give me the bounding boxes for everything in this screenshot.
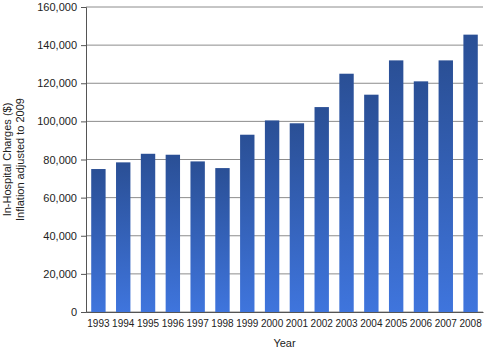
bar — [414, 81, 428, 312]
y-tick-mark — [81, 274, 86, 275]
x-tick-label: 2007 — [435, 318, 458, 329]
x-axis: 1993199419951996199719981999200020012002… — [87, 312, 484, 329]
y-tick-mark — [81, 236, 86, 237]
y-axis-title: In-Hospital Charges ($) — [1, 103, 13, 217]
bar — [116, 162, 130, 312]
bars — [91, 35, 478, 312]
bar — [265, 120, 279, 312]
y-tick: 60,000 — [43, 192, 86, 204]
y-tick-mark — [81, 160, 86, 161]
x-tick: 2002 — [311, 312, 334, 329]
y-tick: 140,000 — [37, 39, 86, 51]
x-tick: 1994 — [112, 312, 135, 329]
bar — [364, 95, 378, 312]
x-tick-label: 1993 — [87, 318, 110, 329]
x-tick-label: 1997 — [187, 318, 210, 329]
x-tick-label: 2005 — [385, 318, 408, 329]
x-tick: 2008 — [459, 312, 482, 329]
x-tick-label: 2000 — [261, 318, 284, 329]
grid-line — [86, 45, 483, 46]
x-tick: 2000 — [261, 312, 284, 329]
x-tick: 2007 — [435, 312, 458, 329]
x-tick: 1998 — [211, 312, 234, 329]
bar — [91, 169, 105, 312]
x-tick: 1995 — [137, 312, 160, 329]
x-tick-label: 1995 — [137, 318, 160, 329]
y-tick-mark — [81, 121, 86, 122]
y-tick: 80,000 — [43, 154, 86, 166]
x-axis-line — [87, 312, 484, 313]
y-tick: 120,000 — [37, 77, 86, 89]
x-tick-label: 1994 — [112, 318, 135, 329]
y-axis-line — [81, 8, 87, 313]
bar — [190, 161, 204, 312]
x-tick: 2004 — [360, 312, 383, 329]
x-tick: 2001 — [286, 312, 309, 329]
y-tick-mark — [81, 45, 86, 46]
x-tick: 1993 — [87, 312, 110, 329]
y-tick-mark — [81, 7, 86, 8]
y-tick: 100,000 — [37, 115, 86, 127]
y-tick-label: 140,000 — [37, 39, 77, 51]
bar — [315, 107, 329, 312]
x-tick: 2003 — [335, 312, 358, 329]
x-tick-label: 2004 — [360, 318, 383, 329]
x-tick-label: 2003 — [335, 318, 358, 329]
x-tick-label: 2006 — [410, 318, 433, 329]
bar — [339, 74, 353, 312]
y-tick-label: 100,000 — [37, 115, 77, 127]
chart: 0 20,000 40,000 60,000 80,000 100,000 120,000 1… — [0, 0, 489, 352]
y-tick: 20,000 — [43, 268, 86, 280]
grid — [86, 7, 483, 312]
bar — [166, 155, 180, 312]
bar — [141, 154, 155, 312]
x-axis-title: Year — [273, 337, 296, 349]
bar — [389, 60, 403, 312]
x-tick: 2006 — [410, 312, 433, 329]
x-tick-label: 2002 — [311, 318, 334, 329]
y-tick-mark — [81, 198, 86, 199]
x-tick: 1999 — [236, 312, 259, 329]
y-axis: 0 20,000 40,000 60,000 80,000 100,000 120,000 1… — [37, 1, 86, 318]
x-tick-label: 2001 — [286, 318, 309, 329]
y-tick-mark — [81, 83, 86, 84]
x-tick: 2005 — [385, 312, 408, 329]
x-tick: 1996 — [162, 312, 185, 329]
x-tick-label: 2008 — [459, 318, 482, 329]
bar — [290, 123, 304, 312]
y-tick-label: 120,000 — [37, 77, 77, 89]
y-tick-label: 160,000 — [37, 1, 77, 13]
bar — [439, 60, 453, 312]
bar — [215, 168, 229, 312]
bar — [463, 35, 477, 312]
x-tick-label: 1998 — [211, 318, 234, 329]
x-tick: 1997 — [187, 312, 210, 329]
x-tick-label: 1999 — [236, 318, 259, 329]
y-tick-label: 80,000 — [43, 154, 77, 166]
y-axis-title: Inflation adjusted to 2009 — [14, 98, 26, 221]
grid-line — [86, 7, 483, 8]
bar — [240, 135, 254, 312]
y-tick: 40,000 — [43, 230, 86, 242]
y-tick: 160,000 — [37, 1, 86, 13]
y-tick-label: 40,000 — [43, 230, 77, 242]
y-tick-label: 60,000 — [43, 192, 77, 204]
y-tick: 0 — [71, 306, 86, 318]
y-tick-label: 0 — [71, 306, 77, 318]
x-tick-label: 1996 — [162, 318, 185, 329]
y-tick-mark — [81, 312, 86, 313]
plot: 0 20,000 40,000 60,000 80,000 100,000 120,000 1… — [37, 1, 483, 329]
y-tick-label: 20,000 — [43, 268, 77, 280]
